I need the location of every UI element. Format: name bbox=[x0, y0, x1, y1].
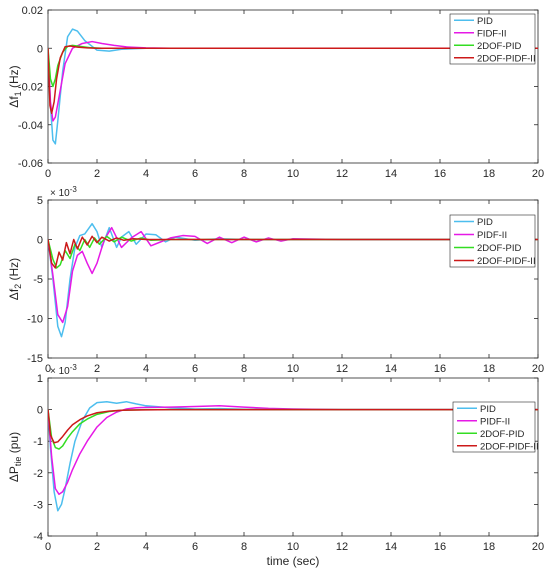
series-line-pidf-ii bbox=[48, 405, 538, 496]
y-axis-label-main: Δf bbox=[7, 96, 21, 108]
legend-box bbox=[449, 214, 536, 268]
x-tick-label: 14 bbox=[385, 168, 397, 180]
x-tick-label: 4 bbox=[143, 168, 149, 180]
x-tick-label: 8 bbox=[241, 541, 247, 553]
y-tick-label: 0 bbox=[37, 43, 43, 55]
legend-entry-label: 2DOF-PIDF-II bbox=[477, 53, 536, 64]
series-group bbox=[48, 400, 538, 512]
x-axis-label: time (sec) bbox=[267, 554, 320, 568]
legend-box bbox=[452, 401, 536, 453]
x-tick-label: 20 bbox=[532, 168, 544, 180]
y-tick-label: -4 bbox=[33, 531, 43, 543]
x-tick-label: 18 bbox=[483, 363, 495, 375]
legend-entry-label: 2DOF-PIDF-II bbox=[480, 441, 539, 452]
legend-entry-label: PID bbox=[477, 16, 493, 27]
y-axis-label-unit: (Hz) bbox=[7, 65, 21, 91]
series-line-2dof-pidf-ii bbox=[48, 45, 538, 115]
y-tick-label: -15 bbox=[27, 353, 43, 365]
x-tick-label: 12 bbox=[336, 363, 348, 375]
series-group bbox=[48, 28, 538, 145]
y-axis-label-main: Δf bbox=[7, 288, 21, 300]
y-tick-label: -10 bbox=[27, 314, 43, 326]
x-tick-label: 10 bbox=[287, 363, 299, 375]
y-axis-label: Δf2 (Hz) bbox=[7, 258, 23, 300]
legend-entry-label: 2DOF-PID bbox=[477, 41, 521, 52]
y-axis-label-subscript: tie bbox=[13, 457, 23, 467]
y-tick-label: -0.04 bbox=[18, 120, 43, 132]
legend-entry-label: PID bbox=[477, 217, 493, 228]
y-tick-label: -0.06 bbox=[18, 158, 43, 170]
x-tick-label: 0 bbox=[45, 363, 51, 375]
x-tick-label: 18 bbox=[483, 541, 495, 553]
x-tick-label: 12 bbox=[336, 168, 348, 180]
series-line-pid bbox=[48, 400, 538, 512]
x-tick-label: 20 bbox=[532, 541, 544, 553]
x-tick-label: 16 bbox=[434, 363, 446, 375]
x-tick-label: 12 bbox=[336, 541, 348, 553]
legend-entry-label: 2DOF-PID bbox=[477, 243, 521, 254]
legend-box bbox=[449, 13, 536, 65]
y-tick-label: -5 bbox=[33, 274, 43, 286]
x-tick-label: 2 bbox=[94, 363, 100, 375]
y-axis-label-unit: (pu) bbox=[7, 432, 21, 457]
x-tick-label: 14 bbox=[385, 541, 397, 553]
legend-entry-label: 2DOF-PIDF-II bbox=[477, 256, 536, 267]
legend: PID PIDF-II 2DOF-PID 2DOF-PIDF-II bbox=[449, 214, 536, 268]
y-axis-label-unit: (Hz) bbox=[7, 258, 21, 284]
y-tick-label: 0 bbox=[37, 405, 43, 417]
y-axis-multiplier-exponent: -3 bbox=[70, 185, 78, 194]
y-axis-label-subscript: 1 bbox=[13, 91, 23, 96]
x-tick-label: 10 bbox=[287, 541, 299, 553]
y-axis-label: ΔPtie (pu) bbox=[7, 432, 23, 482]
x-tick-label: 16 bbox=[434, 541, 446, 553]
x-tick-label: 20 bbox=[532, 363, 544, 375]
y-tick-label: -2 bbox=[33, 468, 43, 480]
x-tick-label: 6 bbox=[192, 541, 198, 553]
series-line-2dof-pidf-ii bbox=[48, 408, 538, 444]
x-tick-label: 4 bbox=[143, 363, 149, 375]
x-tick-label: 0 bbox=[45, 168, 51, 180]
legend-entry-label: PIDF-II bbox=[480, 416, 510, 427]
x-tick-label: 0 bbox=[45, 541, 51, 553]
y-axis-label: Δf1 (Hz) bbox=[7, 65, 23, 107]
x-tick-label: 6 bbox=[192, 363, 198, 375]
x-tick-label: 4 bbox=[143, 541, 149, 553]
y-axis-label-subscript: 2 bbox=[13, 284, 23, 289]
y-tick-label: 0 bbox=[37, 235, 43, 247]
x-tick-label: 8 bbox=[241, 168, 247, 180]
x-tick-label: 18 bbox=[483, 168, 495, 180]
x-tick-label: 2 bbox=[94, 168, 100, 180]
x-tick-label: 16 bbox=[434, 168, 446, 180]
series-group bbox=[48, 222, 538, 338]
legend-entry-label: PID bbox=[480, 404, 496, 415]
x-tick-label: 6 bbox=[192, 168, 198, 180]
series-line-2dof-pidf-ii bbox=[48, 235, 538, 269]
y-tick-label: 0.02 bbox=[22, 5, 43, 17]
x-tick-label: 14 bbox=[385, 363, 397, 375]
y-tick-label: -1 bbox=[33, 436, 43, 448]
legend-entry-label: 2DOF-PID bbox=[480, 429, 524, 440]
y-tick-label: -3 bbox=[33, 499, 43, 511]
x-tick-label: 2 bbox=[94, 541, 100, 553]
legend-entry-label: PIDF-II bbox=[477, 230, 507, 241]
legend-entry-label: FIDF-II bbox=[477, 28, 507, 39]
x-tick-label: 10 bbox=[287, 168, 299, 180]
y-tick-label: 1 bbox=[37, 373, 43, 385]
x-tick-label: 8 bbox=[241, 363, 247, 375]
y-axis-label-main: ΔP bbox=[7, 466, 21, 482]
subplot-1: 0 2 4 6 8 10 12 14 16 18 20 -0.06 -0.04 -0.02 0 0.02 Δf1… bbox=[7, 5, 544, 180]
y-tick-label: -0.02 bbox=[18, 82, 43, 94]
y-axis-multiplier-exponent: -3 bbox=[70, 363, 78, 372]
y-tick-label: 5 bbox=[37, 195, 43, 207]
